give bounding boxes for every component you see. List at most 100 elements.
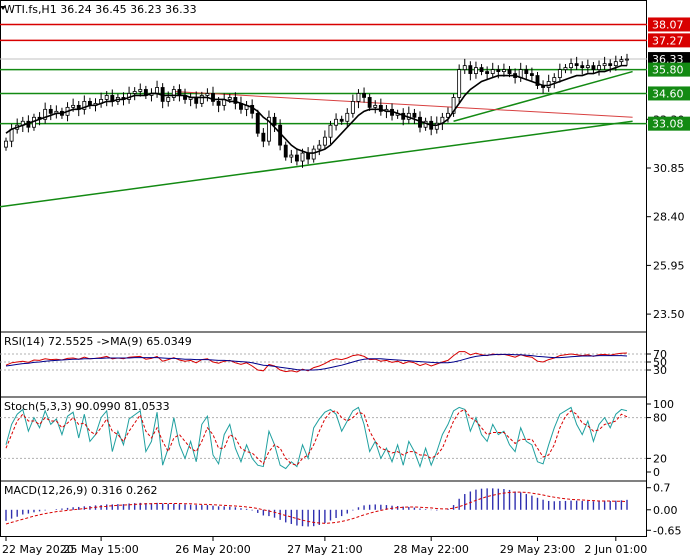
candle-body [613,61,618,67]
symbol-menu-icon[interactable] [0,6,6,10]
candle-body [43,108,48,120]
rsi-tick-label: 30 [653,364,667,377]
candle-body [306,152,311,160]
candle-body [557,69,562,78]
price-tick-label: 23.50 [653,308,685,321]
candle-body [574,63,579,67]
rsi-header: RSI(14) 72.5525 ->MA(9) 65.0349 [4,335,192,348]
price-axis: 23.5025.9528.4030.8533.3038.0737.2736.33… [647,17,690,537]
candle-body [468,65,473,74]
candle-body [507,69,512,74]
stoch-header: Stoch(5,3,3) 90.0990 81.0533 [4,400,170,413]
candle-body [138,89,143,92]
price-tag-label: 34.60 [652,87,684,100]
time-tick-label: 25 May 15:00 [63,543,138,556]
candle-body [345,112,350,122]
price-tag [648,86,690,101]
candle-body [434,122,439,130]
candle-body [4,140,8,148]
price-tag [648,33,690,48]
time-tick-label: 26 May 20:00 [175,543,250,556]
candle-body [569,63,573,69]
price-tick-label: 25.95 [653,259,685,272]
macd-pane[interactable] [5,488,628,527]
candle-body [529,73,534,76]
price-pane[interactable] [0,23,647,208]
stochastic-pane[interactable] [0,406,647,470]
moving-average-line [5,64,627,154]
candle-body [317,144,322,150]
candle-body [328,124,333,138]
price-tag [648,116,690,131]
candle-body [267,116,271,142]
rsi-series-line [5,353,628,371]
candle-body [166,97,171,102]
stoch-series-line [5,408,628,466]
candle-body [608,63,613,67]
macd-signal-line [5,491,628,525]
macd-tick-label: -0.65 [653,524,681,537]
candle-body [619,59,624,63]
rsi-pane[interactable] [0,351,647,373]
candle-body [373,104,378,108]
candle-body [378,104,383,112]
price-tag-label: 33.08 [652,118,684,131]
candle-body [177,89,182,96]
price-tick-label: 30.85 [653,162,685,175]
candle-body [535,75,540,86]
candle-body [457,69,462,98]
stoch-series-line [5,406,628,470]
candle-body [339,118,344,122]
candle-body [490,69,495,74]
macd-tick-label: 0.00 [653,504,678,517]
time-tick-label: 29 May 23:00 [500,543,575,556]
candle-body [272,116,277,126]
candle-body [496,69,501,72]
candle-body [216,101,221,106]
candle-body [412,112,417,118]
candle-body [334,118,339,126]
candle-body [194,97,199,104]
candle-body [552,77,557,82]
stoch-tick-label: 0 [653,466,660,479]
candle-body [501,69,506,72]
stoch-tick-label: 80 [653,412,667,425]
candle-body [71,104,76,108]
candle-body [597,65,601,70]
price-tick-label: 28.40 [653,211,685,224]
price-tag [648,62,690,77]
candle-body [311,148,316,160]
candle-body [294,154,299,162]
time-tick-label: 28 May 22:00 [393,543,468,556]
candle-body [227,97,232,100]
candle-body [479,67,484,72]
candle-body [524,69,529,74]
price-tag-label: 37.27 [652,34,684,47]
candle-body [591,65,596,70]
candle-body [446,112,450,118]
candle-body [211,93,215,102]
candle-body [289,154,294,158]
trend-line [453,70,633,123]
candle-body [233,97,238,104]
trend-line [0,120,633,208]
price-tag [648,17,690,32]
candle-body [48,108,53,114]
price-tag-label: 38.07 [652,18,684,31]
symbol-header: WTI.fs,H1 36.24 36.45 36.23 36.33 [4,3,197,16]
candle-body [362,93,366,98]
candle-body [205,93,210,96]
candle-body [155,87,159,94]
price-tag-label: 35.80 [652,64,684,77]
stoch-tick-label: 20 [653,452,667,465]
trend-line [173,90,633,118]
candle-body [322,136,327,146]
candle-body [171,89,176,98]
candle-body [104,95,109,100]
candle-body [563,67,568,70]
candle-body [602,63,607,67]
rsi-tick-label: 70 [653,348,667,361]
candle-body [585,65,590,69]
price-tag [648,52,690,67]
